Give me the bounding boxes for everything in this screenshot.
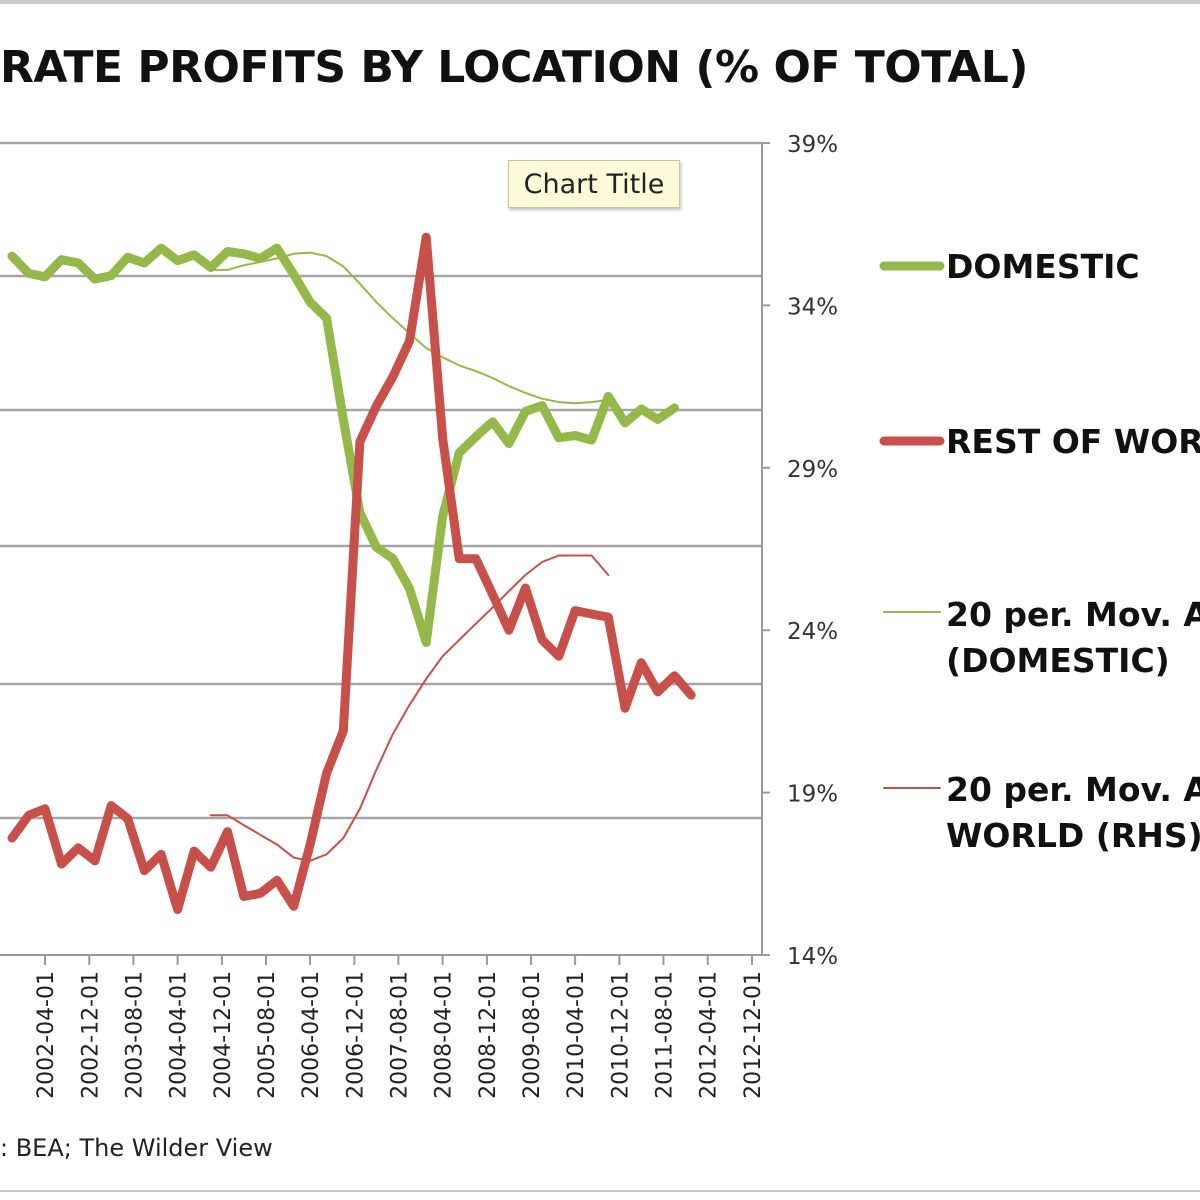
x-tick-label: 2002-12-01: [78, 971, 103, 1099]
top-border: [0, 0, 1200, 4]
chart-title-tooltip: Chart Title: [508, 160, 680, 208]
x-tick-labels: 2002-04-01 2002-12-01 2003-08-01 2004-04-01…: [34, 955, 766, 1099]
x-axis: [0, 143, 763, 956]
x-tick-label: 2008-12-01: [476, 971, 501, 1099]
x-tick-label: 2004-04-01: [167, 971, 192, 1099]
source-note: : BEA; The Wilder View: [0, 1134, 273, 1162]
legend-label-rest-of-world[interactable]: REST OF WORL: [946, 422, 1200, 461]
legend-label-domestic[interactable]: DOMESTIC: [946, 247, 1140, 286]
y-tick-label: 19%: [787, 782, 838, 808]
x-tick-label: 2005-08-01: [255, 971, 280, 1099]
x-tick-label: 2009-08-01: [520, 971, 545, 1099]
x-tick-label: 2006-12-01: [343, 971, 368, 1099]
y-tick-label: 29%: [787, 457, 838, 483]
y-tick-label: 14%: [787, 944, 838, 970]
series-lines: [7, 232, 696, 914]
x-tick-label: 2007-08-01: [387, 971, 412, 1099]
x-tick-label: 2011-08-01: [652, 971, 677, 1099]
y-tick-label: 39%: [787, 132, 838, 158]
x-tick-label: 2010-04-01: [564, 971, 589, 1099]
x-tick-label: 2010-12-01: [608, 971, 633, 1099]
legend-swatches: [879, 261, 945, 789]
legend-label-ma-domestic[interactable]: 20 per. Mov. A (DOMESTIC): [946, 595, 1200, 680]
y-tick-label: 24%: [787, 619, 838, 645]
right-y-axis: 39% 34% 29% 24% 19% 14%: [762, 132, 838, 970]
x-tick-label: 2012-04-01: [697, 971, 722, 1099]
y-tick-label: 34%: [787, 294, 838, 320]
chart-title: RATE PROFITS BY LOCATION (% OF TOTAL): [0, 42, 1028, 93]
series-line-0: [7, 243, 679, 647]
series-line-3: [209, 554, 610, 862]
x-tick-label: 2012-12-01: [741, 971, 766, 1099]
legend-label-ma-world[interactable]: 20 per. Mov. A WORLD (RHS)): [946, 770, 1200, 855]
x-tick-label: 2008-04-01: [432, 971, 457, 1099]
x-tick-label: 2003-08-01: [122, 971, 147, 1099]
x-tick-label: 2002-04-01: [34, 971, 59, 1099]
x-tick-label: 2006-04-01: [299, 971, 324, 1099]
bottom-border: [0, 1190, 1200, 1192]
series-line-1: [7, 232, 696, 914]
gridlines: [0, 141, 762, 820]
x-tick-label: 2004-12-01: [211, 971, 236, 1099]
